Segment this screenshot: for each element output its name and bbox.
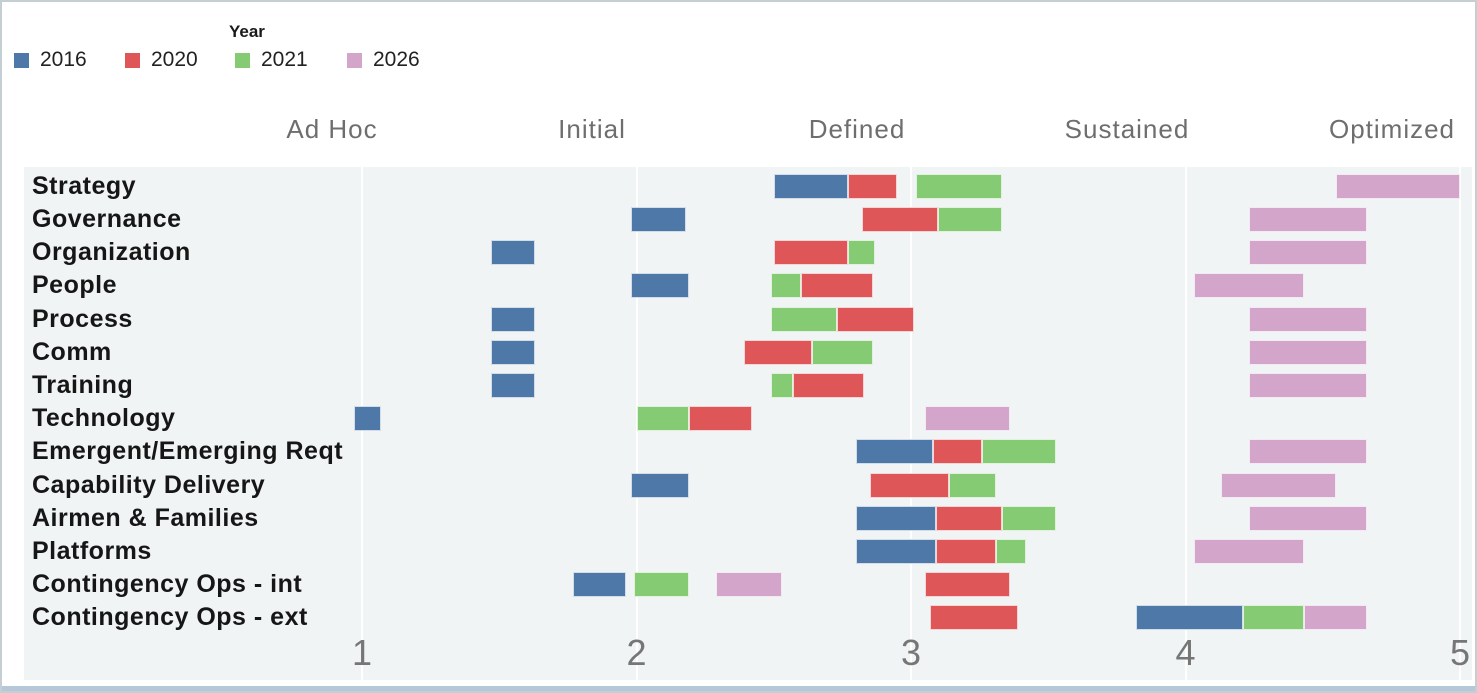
gantt-bar-2016[interactable] xyxy=(631,206,686,232)
column-header-defined: Defined xyxy=(808,114,906,144)
gantt-bar-2021[interactable] xyxy=(847,240,876,266)
gantt-bar-2026[interactable] xyxy=(1248,372,1367,398)
legend-swatch-icon xyxy=(14,52,29,68)
gantt-bar-2021[interactable] xyxy=(949,472,997,498)
gantt-bar-2020[interactable] xyxy=(792,372,865,398)
gantt-bar-2021[interactable] xyxy=(938,206,1002,232)
gantt-bar-2016[interactable] xyxy=(573,572,626,598)
gantt-bar-2026[interactable] xyxy=(716,572,782,598)
gantt-bar-2026[interactable] xyxy=(1193,273,1304,299)
gantt-bar-2016[interactable] xyxy=(856,505,936,531)
row-label: Process xyxy=(32,304,133,333)
row-label: Governance xyxy=(32,204,182,233)
x-axis-tick-label: 5 xyxy=(1449,632,1471,673)
gantt-bar-2026[interactable] xyxy=(1248,240,1367,266)
gantt-bar-2016[interactable] xyxy=(491,306,535,332)
gantt-bar-2021[interactable] xyxy=(636,406,689,432)
gantt-bar-2021[interactable] xyxy=(771,372,793,398)
row-label: Organization xyxy=(32,238,191,267)
gantt-bar-2021[interactable] xyxy=(982,439,1057,465)
gantt-bar-2016[interactable] xyxy=(1136,605,1244,631)
x-axis-tick-label: 1 xyxy=(351,632,373,673)
gantt-bar-2026[interactable] xyxy=(1193,538,1304,564)
gantt-bar-2016[interactable] xyxy=(856,538,936,564)
gantt-bar-2021[interactable] xyxy=(771,273,802,299)
legend-swatch-icon xyxy=(125,52,140,68)
x-axis-tick-label: 2 xyxy=(626,632,647,673)
grid-line xyxy=(1184,167,1187,680)
gantt-bar-2020[interactable] xyxy=(861,206,939,232)
legend-item-2020[interactable]: 2020 xyxy=(125,48,198,72)
legend-item-label: 2020 xyxy=(151,48,198,71)
row-label: Capability Delivery xyxy=(32,470,266,499)
gantt-bar-2026[interactable] xyxy=(1248,505,1367,531)
row-label: People xyxy=(32,271,117,300)
plot-area: Strategy Governance Organization People Proc… xyxy=(24,167,1472,680)
gantt-bar-2026[interactable] xyxy=(1221,472,1337,498)
gantt-bar-2020[interactable] xyxy=(930,605,1019,631)
gantt-bar-2020[interactable] xyxy=(773,240,848,266)
gantt-bar-2016[interactable] xyxy=(491,339,535,365)
column-header-sustained: Sustained xyxy=(1064,114,1190,144)
gantt-bar-2021[interactable] xyxy=(633,572,689,598)
gantt-bar-2021[interactable] xyxy=(1001,505,1057,531)
gantt-bar-2020[interactable] xyxy=(847,173,898,199)
gantt-bar-2016[interactable] xyxy=(631,472,689,498)
legend-title: Year xyxy=(229,22,265,41)
gantt-bar-2016[interactable] xyxy=(856,439,933,465)
gantt-bar-2021[interactable] xyxy=(916,173,1002,199)
row-label: Training xyxy=(32,370,134,399)
legend-item-label: 2026 xyxy=(373,48,420,71)
gantt-bar-2026[interactable] xyxy=(1248,439,1367,465)
row-label: Emergent/Emerging Reqt xyxy=(32,437,344,466)
legend-swatch-icon xyxy=(347,52,362,68)
column-header-optimized: Optimized xyxy=(1328,114,1456,144)
grid-line xyxy=(910,167,912,680)
gantt-bar-2020[interactable] xyxy=(935,538,997,564)
gantt-bar-2020[interactable] xyxy=(801,273,873,299)
row-label: Contingency Ops - ext xyxy=(32,603,308,632)
x-axis-tick-label: 3 xyxy=(900,632,922,673)
gantt-bar-2020[interactable] xyxy=(932,439,983,465)
gantt-bar-2020[interactable] xyxy=(935,505,1002,531)
row-label: Airmen & Families xyxy=(32,503,259,532)
column-header-initial: Initial xyxy=(558,114,626,144)
gantt-bar-2026[interactable] xyxy=(1248,306,1367,332)
gantt-bar-2026[interactable] xyxy=(1336,173,1460,199)
legend-item-2026[interactable]: 2026 xyxy=(347,48,420,72)
gantt-bar-2021[interactable] xyxy=(996,538,1027,564)
gantt-bar-2016[interactable] xyxy=(773,173,848,199)
grid-line xyxy=(1459,167,1461,680)
horizontal-scrollbar-track[interactable] xyxy=(2,686,1475,691)
legend-item-label: 2016 xyxy=(40,48,87,71)
row-label: Strategy xyxy=(32,171,137,200)
gantt-bar-2020[interactable] xyxy=(869,472,950,498)
gantt-bar-2026[interactable] xyxy=(1248,206,1367,232)
x-axis-tick-label: 4 xyxy=(1175,632,1196,673)
gantt-bar-2021[interactable] xyxy=(812,339,873,365)
row-label: Platforms xyxy=(32,536,152,565)
legend-item-2021[interactable]: 2021 xyxy=(235,48,308,72)
gantt-bar-2021[interactable] xyxy=(1243,605,1304,631)
gantt-bar-2016[interactable] xyxy=(491,372,535,398)
gantt-bar-2016[interactable] xyxy=(631,273,689,299)
column-header-ad-hoc: Ad Hoc xyxy=(286,114,378,144)
gantt-bar-2026[interactable] xyxy=(1248,339,1367,365)
gantt-bar-2020[interactable] xyxy=(743,339,813,365)
gantt-bar-2020[interactable] xyxy=(924,572,1010,598)
row-label: Technology xyxy=(32,404,176,433)
row-label: Contingency Ops - int xyxy=(32,570,303,599)
gantt-bar-2016[interactable] xyxy=(353,406,382,432)
legend-item-2016[interactable]: 2016 xyxy=(14,48,87,72)
gantt-bar-2026[interactable] xyxy=(924,406,1010,432)
legend-swatch-icon xyxy=(235,52,250,68)
gantt-bar-2020[interactable] xyxy=(836,306,914,332)
gantt-bar-2026[interactable] xyxy=(1303,605,1367,631)
legend-item-label: 2021 xyxy=(261,48,308,71)
row-label: Comm xyxy=(32,337,112,366)
gantt-bar-2020[interactable] xyxy=(688,406,752,432)
gantt-bar-2021[interactable] xyxy=(771,306,837,332)
gantt-bar-2016[interactable] xyxy=(491,240,535,266)
